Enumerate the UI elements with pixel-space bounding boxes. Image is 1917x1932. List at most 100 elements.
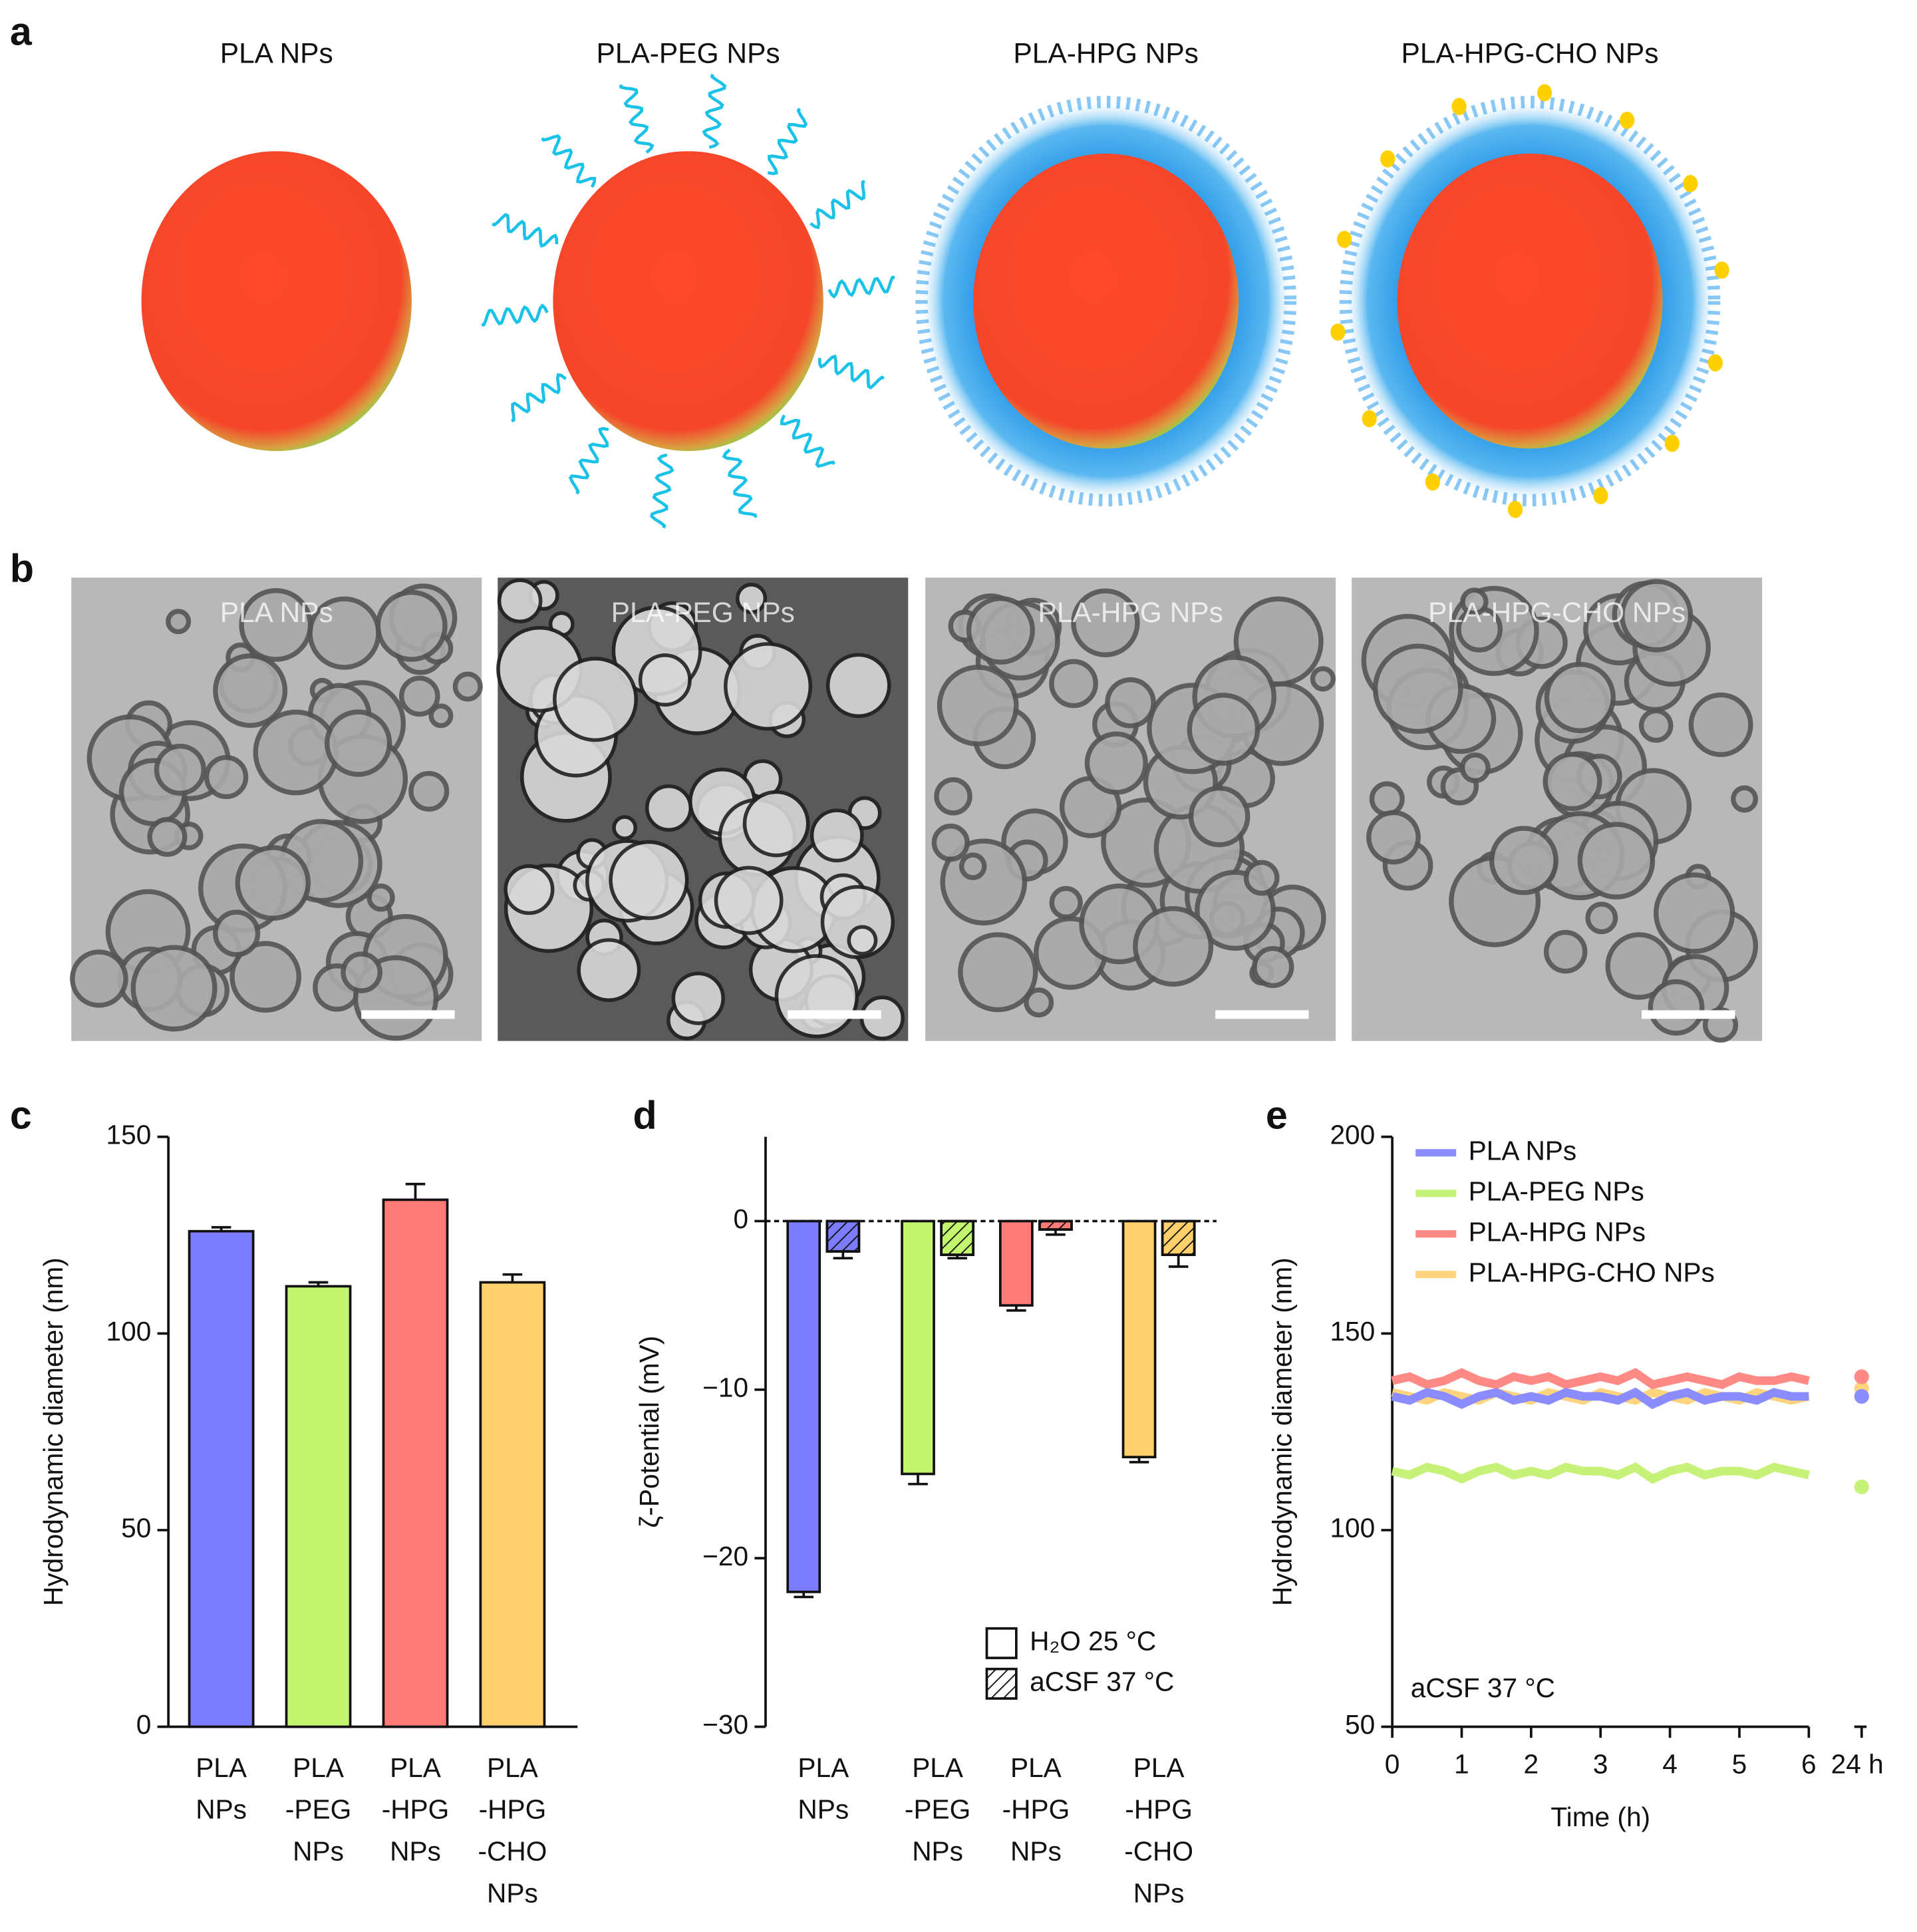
peg-chain [541, 134, 597, 188]
particle [774, 954, 859, 1039]
cho-dot [1380, 150, 1396, 168]
cho-dot [1714, 261, 1729, 279]
bar [285, 1285, 352, 1728]
particle [1489, 826, 1558, 895]
peg-chain [827, 275, 895, 299]
particle [1688, 692, 1753, 757]
micrograph-label: PLA-PEG NPs [611, 597, 795, 629]
particle [1543, 929, 1588, 974]
cho-dot [1707, 354, 1723, 372]
particle [1105, 677, 1156, 728]
particle [609, 840, 689, 920]
hatch [1038, 1219, 1073, 1231]
y-tick-label: 100 [106, 1316, 152, 1347]
particle [1366, 810, 1421, 865]
peg-chain [568, 426, 609, 495]
particle [1252, 945, 1294, 989]
particle [1544, 661, 1616, 734]
late-point [1854, 1388, 1869, 1404]
legend-label: PLA-PEG NPs [1469, 1176, 1644, 1206]
particle [428, 703, 454, 728]
schematic [141, 73, 1729, 529]
cho-dot [1330, 323, 1346, 341]
particle [367, 884, 395, 912]
x-tick-label: 24 h [1831, 1748, 1884, 1779]
particle [937, 665, 1019, 746]
y-tick-label: 50 [1345, 1709, 1375, 1740]
cho-dot [1507, 500, 1523, 518]
cho-dot [1362, 410, 1377, 428]
bar [786, 1219, 821, 1593]
y-tick-label: −20 [702, 1541, 748, 1571]
particle [452, 671, 483, 702]
series-line [1391, 1387, 1809, 1410]
x-tick-label: NPs [487, 1877, 538, 1908]
x-tick-label: -HPG [382, 1794, 450, 1825]
particle [577, 938, 641, 1003]
x-tick-label: 1 [1454, 1748, 1469, 1779]
hatch [1161, 1219, 1196, 1256]
x-tick-label: NPs [390, 1836, 441, 1867]
x-axis-label: Time (h) [1550, 1802, 1650, 1832]
x-tick-label: PLA [487, 1752, 539, 1783]
pla-hpg-particle [973, 153, 1239, 449]
bar [901, 1219, 935, 1476]
particle [213, 653, 288, 728]
hpg-texture [1339, 96, 1721, 507]
y-axis-label: Hydrodynamic diameter (nm) [38, 1257, 69, 1606]
x-tick-label: -HPG [1125, 1794, 1193, 1825]
cho-dot [1593, 487, 1608, 504]
particle [1243, 860, 1280, 896]
particle [1372, 643, 1463, 734]
y-tick-label: −30 [702, 1709, 748, 1740]
particle [1731, 785, 1759, 813]
particles [931, 588, 1336, 1018]
series-line [1391, 1462, 1810, 1484]
micrographs: PLA NPs PLA-PEG NPs PLA-HPG NPs PLA-HPG-CHO… [70, 577, 1763, 1043]
particle [341, 951, 382, 993]
particle [612, 815, 638, 841]
x-tick-label: PLA [912, 1752, 964, 1783]
cho-dot [1537, 84, 1552, 102]
error-bar [908, 1474, 928, 1486]
x-tick-label: -CHO [478, 1836, 547, 1867]
cho-dot [1337, 230, 1352, 248]
peg-chain [810, 180, 866, 230]
x-tick-label: NPs [1010, 1836, 1062, 1867]
legend-label: PLA NPs [1469, 1136, 1577, 1166]
particle [1577, 822, 1656, 899]
particle [958, 932, 1038, 1013]
particle [934, 777, 972, 816]
x-tick-label: PLA [798, 1752, 849, 1783]
particle [324, 709, 392, 777]
particle [1369, 781, 1405, 817]
particle [408, 770, 450, 812]
particle [1049, 886, 1083, 919]
error-bar [1168, 1255, 1189, 1268]
particle [1188, 785, 1251, 848]
bar [382, 1198, 449, 1728]
scale-bar [1642, 1010, 1735, 1019]
peg-chain [492, 213, 559, 248]
y-tick-label: −10 [702, 1372, 748, 1403]
late-point [1854, 1479, 1869, 1494]
bar [479, 1281, 546, 1728]
x-tick-label: PLA [293, 1752, 345, 1783]
particle [253, 709, 339, 796]
peg-chain [767, 107, 808, 176]
scale-bar [788, 1010, 881, 1019]
hatch [825, 1219, 861, 1253]
y-tick-label: 150 [1330, 1316, 1375, 1347]
y-tick-label: 200 [1330, 1120, 1375, 1150]
particle [553, 657, 639, 742]
micrograph-label: PLA-HPG NPs [1038, 597, 1223, 629]
legend-swatch [985, 1667, 1018, 1700]
particle [1543, 752, 1602, 812]
particles [70, 583, 483, 1041]
particle [497, 578, 543, 624]
particle [671, 971, 725, 1025]
particle [147, 816, 188, 857]
x-tick-label: NPs [798, 1794, 849, 1825]
y-tick-label: 0 [136, 1709, 152, 1740]
